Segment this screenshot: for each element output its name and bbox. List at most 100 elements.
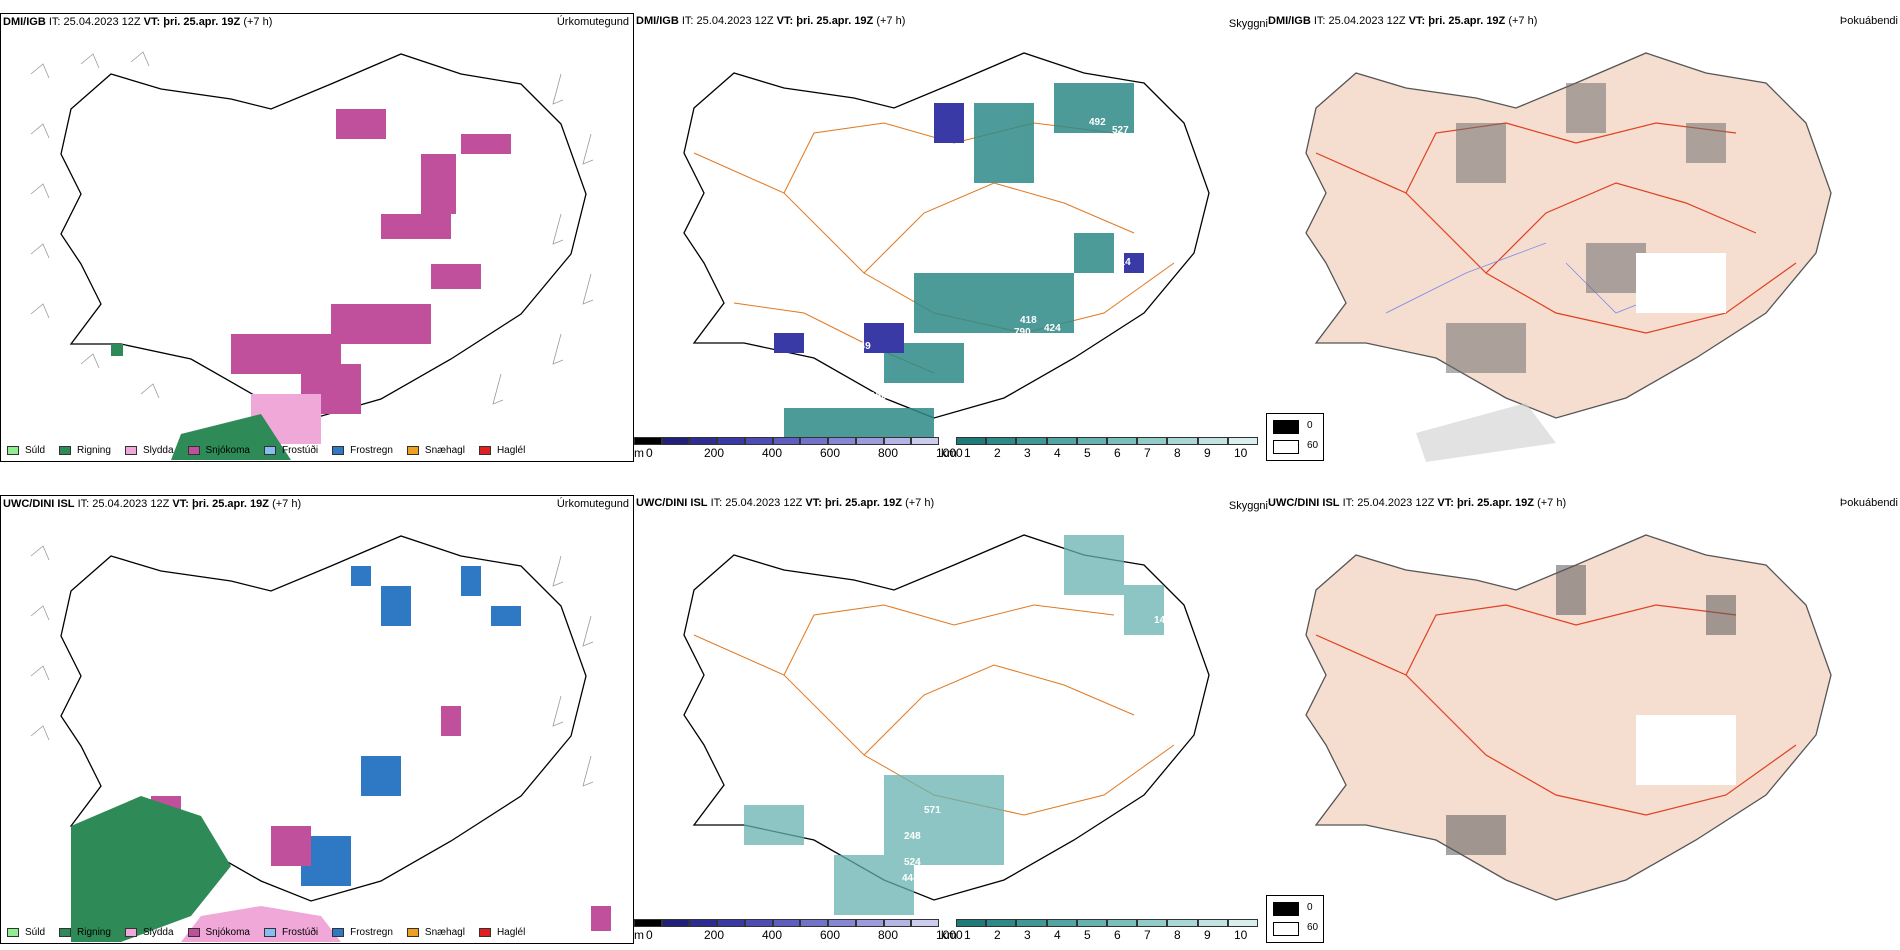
colorbar-tick-km: 5 bbox=[1084, 928, 1091, 942]
product-title: Skyggni bbox=[1228, 18, 1268, 30]
fog-legend: 0 60 bbox=[1266, 895, 1324, 943]
colorbar-cell-m bbox=[689, 919, 718, 927]
colorbar-cell-km bbox=[1197, 437, 1228, 445]
colorbar-cell-m bbox=[911, 437, 939, 445]
visibility-value-label: 214 bbox=[1114, 257, 1131, 268]
colorbar-tick-km: 6 bbox=[1114, 446, 1121, 460]
colorbar-cell-km bbox=[956, 437, 987, 445]
fog-legend: 0 60 bbox=[1266, 413, 1324, 461]
visibility-value-label: 159 bbox=[1154, 133, 1171, 144]
precip-legend: Súld Rigning Slydda Snjókoma Frostúði Fr… bbox=[7, 445, 539, 456]
precip-panel-top: DMI/IGB IT: 25.04.2023 12Z VT: þri. 25.a… bbox=[0, 13, 634, 462]
colorbar-cell-m bbox=[634, 919, 662, 927]
colorbar-tick-km: 3 bbox=[1024, 928, 1031, 942]
colorbar-cell-km bbox=[986, 437, 1017, 445]
product-title: Úrkomutegund bbox=[556, 16, 629, 28]
colorbar-tick-m: 400 bbox=[762, 928, 783, 942]
colorbar-cell-km bbox=[1137, 437, 1168, 445]
colorbar-cell-km bbox=[956, 919, 987, 927]
visibility-value-label: 470 bbox=[1074, 327, 1091, 338]
visibility-colorbar: m 0 200 400 600 800 1000 km 1 2 3 4 5 6 7 8 9 10 bbox=[634, 437, 1268, 462]
colorbar-tick-km: 5 bbox=[1084, 446, 1091, 460]
visibility-value-label: 119 bbox=[840, 388, 857, 399]
colorbar-cell-m bbox=[689, 437, 718, 445]
colorbar-cell-m bbox=[883, 919, 912, 927]
colorbar-tick-km: 7 bbox=[1144, 928, 1151, 942]
panel-header: UWC/DINI ISL IT: 25.04.2023 12Z VT: þri.… bbox=[1268, 497, 1567, 509]
colorbar-cell-km bbox=[1227, 919, 1258, 927]
precip-panel-bottom: UWC/DINI ISL IT: 25.04.2023 12Z VT: þri.… bbox=[0, 495, 634, 944]
colorbar-cell-km bbox=[1046, 437, 1077, 445]
visibility-value-label: 149 bbox=[854, 341, 871, 352]
legend-item-snjokoma: Snjókoma bbox=[187, 445, 250, 456]
panel-header: DMI/IGB IT: 25.04.2023 12Z VT: þri. 25.a… bbox=[3, 16, 273, 28]
colorbar-cell-km bbox=[1107, 437, 1138, 445]
visibility-value-label: 790 bbox=[1014, 327, 1031, 338]
visibility-value-label: 150 bbox=[870, 391, 887, 402]
visibility-value-label: 418 bbox=[1020, 315, 1037, 326]
colorbar-cell-km bbox=[1167, 437, 1198, 445]
legend-item-haglel: Haglél bbox=[478, 445, 525, 456]
colorbar-tick-km: 1 bbox=[964, 446, 971, 460]
visibility-value-label: 527 bbox=[1112, 125, 1129, 136]
panel-header: UWC/DINI ISL IT: 25.04.2023 12Z VT: þri.… bbox=[3, 498, 302, 510]
iceland-outline bbox=[683, 52, 1210, 419]
product-title: Þokuábendi bbox=[1839, 497, 1898, 509]
product-title: Úrkomutegund bbox=[556, 498, 629, 510]
legend-item-frostudi: Frostúði bbox=[263, 927, 318, 938]
colorbar-cell-km bbox=[1197, 919, 1228, 927]
colorbar-cell-km bbox=[1227, 437, 1258, 445]
colorbar-cell-m bbox=[744, 437, 773, 445]
precip-map-bottom bbox=[30, 535, 611, 942]
colorbar-tick-m: 800 bbox=[878, 928, 899, 942]
colorbar-cell-m bbox=[717, 437, 745, 445]
colorbar-cell-m bbox=[772, 919, 801, 927]
colorbar-cell-km bbox=[1076, 919, 1107, 927]
visibility-value-label: 223 bbox=[964, 237, 981, 248]
product-title: Skyggni bbox=[1228, 500, 1268, 512]
panel-header: UWC/DINI ISL IT: 25.04.2023 12Z VT: þri.… bbox=[636, 497, 935, 509]
legend-item-snaehagl: Snæhagl bbox=[406, 927, 465, 938]
iceland-outline bbox=[60, 53, 587, 420]
colorbar-tick-km: 9 bbox=[1204, 928, 1211, 942]
colorbar-tick-km: 6 bbox=[1114, 928, 1121, 942]
colorbar-tick-m: 200 bbox=[704, 446, 725, 460]
colorbar-tick-km: 8 bbox=[1174, 446, 1181, 460]
colorbar-tick-m: 0 bbox=[646, 928, 653, 942]
fog-map-bottom bbox=[1305, 534, 1832, 901]
visibility-value-label: 520 bbox=[1030, 207, 1047, 218]
precip-legend: Súld Rigning Slydda Snjókoma Frostúði Fr… bbox=[7, 927, 539, 938]
fog-legend-min: 0 bbox=[1307, 902, 1313, 913]
colorbar-cell-m bbox=[800, 919, 829, 927]
visibility-colorbar: m 0 200 400 600 800 1000 km 1 2 3 4 5 6 7 8 9 10 bbox=[634, 919, 1268, 944]
panel-header: DMI/IGB IT: 25.04.2023 12Z VT: þri. 25.a… bbox=[636, 15, 906, 27]
colorbar-unit-m: m bbox=[634, 928, 644, 942]
visibility-value-label: 306 bbox=[1082, 283, 1099, 294]
precip-map-top bbox=[30, 51, 594, 460]
visibility-value-label: 391 bbox=[1010, 803, 1027, 814]
colorbar-tick-km: 2 bbox=[994, 446, 1001, 460]
legend-item-rigning: Rigning bbox=[59, 445, 111, 456]
fog-panel-top: DMI/IGB IT: 25.04.2023 12Z VT: þri. 25.a… bbox=[1266, 13, 1900, 462]
colorbar-tick-km: 1 bbox=[964, 928, 971, 942]
colorbar-cell-m bbox=[828, 437, 856, 445]
visibility-value-label: 143 bbox=[1154, 615, 1171, 626]
colorbar-tick-km: 4 bbox=[1054, 928, 1061, 942]
legend-item-slydda: Slydda bbox=[124, 445, 174, 456]
colorbar-tick-km: 10 bbox=[1234, 446, 1248, 460]
colorbar-cell-km bbox=[1076, 437, 1107, 445]
colorbar-tick-m: 0 bbox=[646, 446, 653, 460]
colorbar-cell-m bbox=[855, 919, 884, 927]
colorbar-unit-km: km bbox=[941, 928, 957, 942]
colorbar-cell-m bbox=[634, 437, 662, 445]
colorbar-cell-km bbox=[1107, 919, 1138, 927]
visibility-panel-bottom: 571 248 524 444 212 391 143 5 UWC/DINI ISL IT: … bbox=[634, 495, 1268, 944]
product-title: Þokuábendi bbox=[1839, 15, 1898, 27]
legend-item-rigning: Rigning bbox=[59, 927, 111, 938]
legend-item-haglel: Haglél bbox=[478, 927, 525, 938]
colorbar-tick-km: 4 bbox=[1054, 446, 1061, 460]
colorbar-tick-m: 1000 bbox=[936, 446, 963, 460]
fog-legend-max: 60 bbox=[1307, 440, 1319, 451]
colorbar-tick-km: 7 bbox=[1144, 446, 1151, 460]
